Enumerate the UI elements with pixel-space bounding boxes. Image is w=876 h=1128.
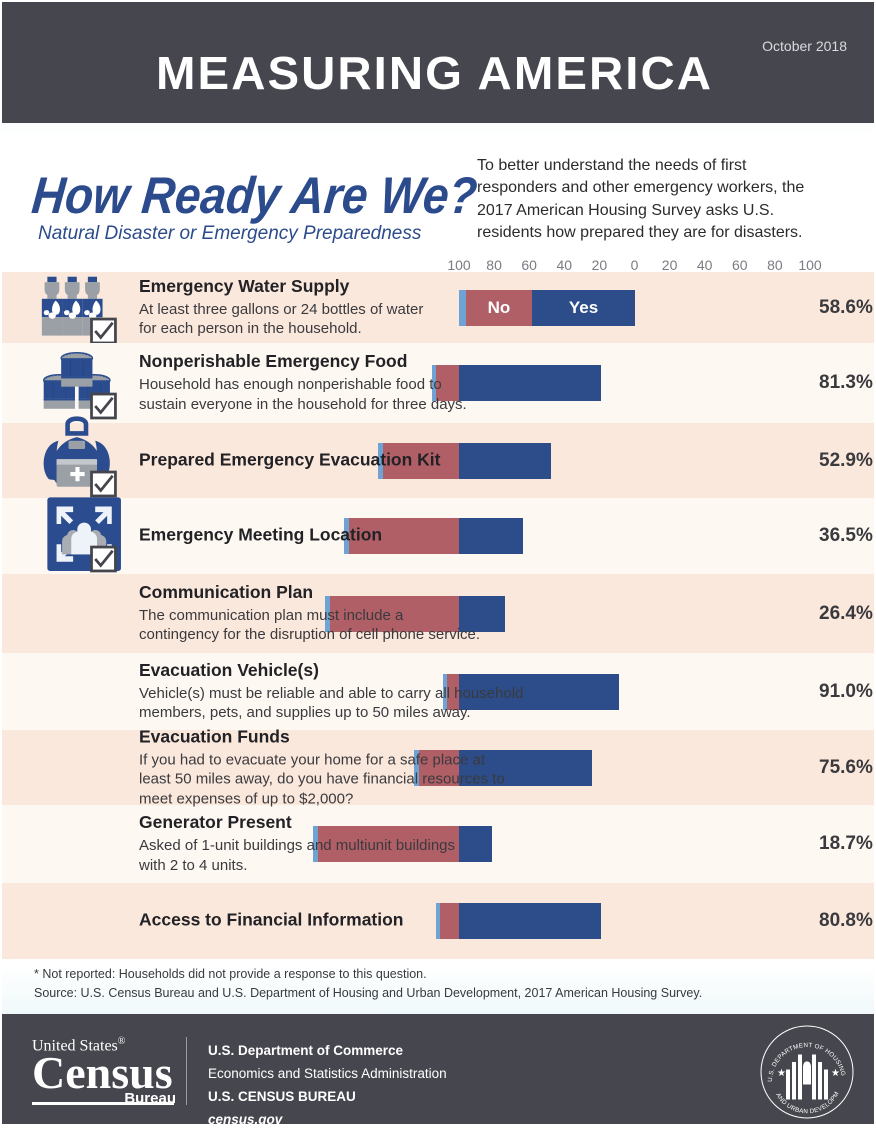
svg-text:★: ★ (831, 1068, 840, 1079)
svg-text:★: ★ (777, 1068, 786, 1079)
svg-text:AND URBAN DEVELOPMENT: AND URBAN DEVELOPMENT (755, 1022, 841, 1115)
